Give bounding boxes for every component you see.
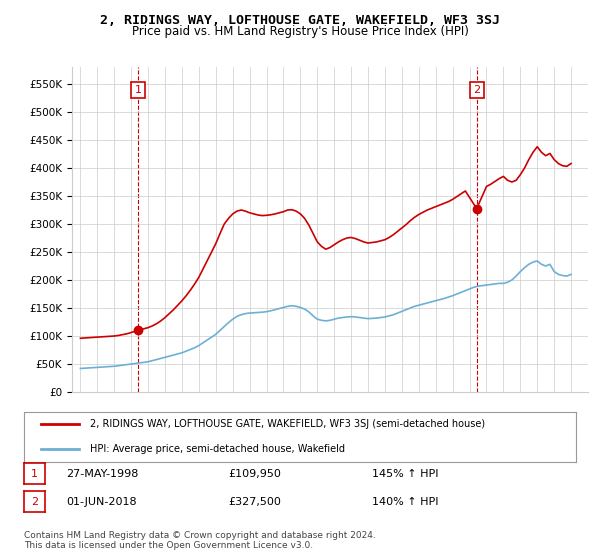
Text: 02
20: 02 20 <box>193 418 205 437</box>
Text: 19
20: 19 20 <box>481 418 492 437</box>
Text: 27-MAY-1998: 27-MAY-1998 <box>66 469 139 479</box>
Text: Contains HM Land Registry data © Crown copyright and database right 2024.
This d: Contains HM Land Registry data © Crown c… <box>24 531 376 550</box>
Text: 04
20: 04 20 <box>227 418 238 437</box>
Text: 23
20: 23 20 <box>548 418 560 437</box>
Text: 18
20: 18 20 <box>464 418 475 437</box>
Text: 03
20: 03 20 <box>210 418 221 437</box>
Text: 14
20: 14 20 <box>396 418 407 437</box>
Text: 98
19: 98 19 <box>125 418 137 437</box>
Text: 95
19: 95 19 <box>75 418 86 437</box>
Text: 01-JUN-2018: 01-JUN-2018 <box>66 497 137 507</box>
Text: 24
20: 24 20 <box>565 418 577 437</box>
Text: 00
20: 00 20 <box>159 418 171 437</box>
Text: 07
20: 07 20 <box>278 418 289 437</box>
Text: 145% ↑ HPI: 145% ↑ HPI <box>372 469 439 479</box>
Text: 2: 2 <box>31 497 38 507</box>
Text: 1: 1 <box>134 85 142 95</box>
Text: 17
20: 17 20 <box>447 418 458 437</box>
Text: 01
20: 01 20 <box>176 418 188 437</box>
Text: Price paid vs. HM Land Registry's House Price Index (HPI): Price paid vs. HM Land Registry's House … <box>131 25 469 38</box>
Text: £327,500: £327,500 <box>228 497 281 507</box>
Text: 2: 2 <box>473 85 480 95</box>
Text: 08
20: 08 20 <box>295 418 306 437</box>
Text: 20
20: 20 20 <box>498 418 509 437</box>
Text: 2, RIDINGS WAY, LOFTHOUSE GATE, WAKEFIELD, WF3 3SJ: 2, RIDINGS WAY, LOFTHOUSE GATE, WAKEFIEL… <box>100 14 500 27</box>
Text: £109,950: £109,950 <box>228 469 281 479</box>
Text: 10
20: 10 20 <box>328 418 340 437</box>
Text: 2, RIDINGS WAY, LOFTHOUSE GATE, WAKEFIELD, WF3 3SJ (semi-detached house): 2, RIDINGS WAY, LOFTHOUSE GATE, WAKEFIEL… <box>90 419 485 429</box>
Text: 21
20: 21 20 <box>515 418 526 437</box>
Text: HPI: Average price, semi-detached house, Wakefield: HPI: Average price, semi-detached house,… <box>90 445 345 454</box>
Text: 96
19: 96 19 <box>92 418 103 437</box>
Text: 06
20: 06 20 <box>261 418 272 437</box>
Text: 13
20: 13 20 <box>379 418 391 437</box>
Text: 11
20: 11 20 <box>346 418 357 437</box>
Text: 05
20: 05 20 <box>244 418 256 437</box>
Text: 16
20: 16 20 <box>430 418 442 437</box>
Text: 97
19: 97 19 <box>109 418 120 437</box>
Text: 22
20: 22 20 <box>532 418 543 437</box>
Text: 12
20: 12 20 <box>362 418 374 437</box>
Text: 140% ↑ HPI: 140% ↑ HPI <box>372 497 439 507</box>
Text: 09
20: 09 20 <box>311 418 323 437</box>
Text: 1: 1 <box>31 469 38 479</box>
Text: 15
20: 15 20 <box>413 418 425 437</box>
Text: 99
19: 99 19 <box>142 418 154 437</box>
